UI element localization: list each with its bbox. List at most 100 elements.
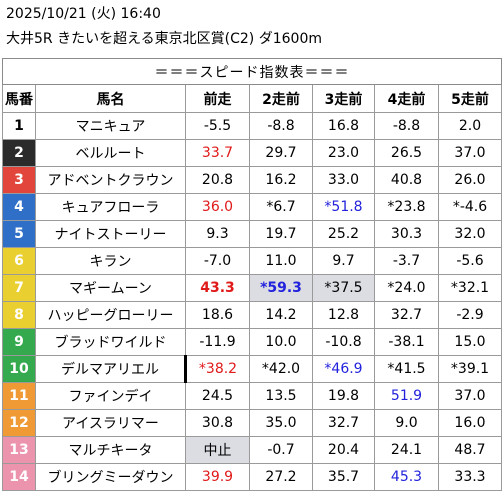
index-last: *38.2 [184, 355, 250, 383]
index-2nd: 19.7 [249, 220, 313, 248]
horse-number: 8 [2, 301, 36, 329]
table-row: 1 マニキュア -5.5 -8.8 16.8 -8.8 2.0 [2, 112, 502, 140]
index-2nd: *42.0 [249, 355, 313, 383]
index-4th: 24.1 [374, 436, 439, 464]
col-header-4th: 4走前 [374, 84, 439, 113]
index-last: 中止 [185, 436, 250, 464]
index-4th: *24.0 [374, 274, 439, 302]
table-banner-row: ＝＝＝スピード指数表＝＝＝ [2, 58, 502, 85]
index-5th: 26.0 [438, 166, 502, 194]
index-4th: -8.8 [374, 112, 439, 140]
horse-name: ブリングミーダウン [35, 463, 186, 491]
race-datetime: 2025/10/21 (火) 16:40 [6, 6, 161, 22]
index-last: 9.3 [185, 220, 250, 248]
table-row: 7 マギームーン 43.3 *59.3 *37.5 *24.0 *32.1 [2, 274, 502, 302]
index-5th: -2.9 [438, 301, 502, 329]
horse-name: ナイトストーリー [35, 220, 186, 248]
table-row: 2 ベルルート 33.7 29.7 23.0 26.5 37.0 [2, 139, 502, 167]
index-2nd: 16.2 [249, 166, 313, 194]
index-2nd: 27.2 [249, 463, 313, 491]
index-5th: 37.0 [438, 382, 502, 410]
horse-number: 13 [2, 436, 36, 464]
col-header-number: 馬番 [2, 84, 36, 113]
table-row: 6 キラン -7.0 11.0 9.7 -3.7 -5.6 [2, 247, 502, 275]
index-4th: 26.5 [374, 139, 439, 167]
index-last: -5.5 [185, 112, 250, 140]
index-5th: *32.1 [438, 274, 502, 302]
index-last: 33.7 [185, 139, 250, 167]
index-2nd: -0.7 [249, 436, 313, 464]
index-2nd: 29.7 [249, 139, 313, 167]
table-row: 10 デルマアリエル *38.2 *42.0 *46.9 *41.5 *39.1 [2, 355, 502, 383]
index-2nd: -8.8 [249, 112, 313, 140]
index-5th: 2.0 [438, 112, 502, 140]
horse-number: 11 [2, 382, 36, 410]
index-3rd: 25.2 [312, 220, 375, 248]
index-3rd: 23.0 [312, 139, 375, 167]
table-header-row: 馬番 馬名 前走 2走前 3走前 4走前 5走前 [2, 84, 502, 113]
index-3rd: 35.7 [312, 463, 375, 491]
index-4th: 32.7 [374, 301, 439, 329]
index-5th: *39.1 [438, 355, 502, 383]
index-last: 20.8 [185, 166, 250, 194]
col-header-5th: 5走前 [438, 84, 502, 113]
index-last: -7.0 [185, 247, 250, 275]
index-last: -11.9 [185, 328, 250, 356]
index-last: 43.3 [185, 274, 250, 302]
col-header-2nd: 2走前 [249, 84, 313, 113]
horse-number: 12 [2, 409, 36, 437]
index-3rd: 9.7 [312, 247, 375, 275]
table-row: 4 キュアフローラ 36.0 *6.7 *51.8 *23.8 *-4.6 [2, 193, 502, 221]
index-3rd: 12.8 [312, 301, 375, 329]
horse-name: デルマアリエル [35, 355, 186, 383]
horse-number: 6 [2, 247, 36, 275]
index-3rd: *37.5 [312, 274, 375, 302]
index-last: 36.0 [185, 193, 250, 221]
horse-name: ベルルート [35, 139, 186, 167]
index-3rd: *51.8 [312, 193, 375, 221]
horse-name: ハッピーグローリー [35, 301, 186, 329]
index-5th: 48.7 [438, 436, 502, 464]
horse-name: マニキュア [35, 112, 186, 140]
index-4th: 9.0 [374, 409, 439, 437]
index-4th: 40.8 [374, 166, 439, 194]
index-4th: -3.7 [374, 247, 439, 275]
table-row: 3 アドベントクラウン 20.8 16.2 33.0 40.8 26.0 [2, 166, 502, 194]
index-last: 24.5 [185, 382, 250, 410]
horse-number: 14 [2, 463, 36, 491]
horse-number: 3 [2, 166, 36, 194]
horse-name: アイスラリマー [35, 409, 186, 437]
index-5th: 32.0 [438, 220, 502, 248]
index-3rd: *46.9 [312, 355, 375, 383]
speed-index-table: ＝＝＝スピード指数表＝＝＝ 馬番 馬名 前走 2走前 3走前 4走前 5走前 1… [2, 58, 502, 491]
horse-number: 2 [2, 139, 36, 167]
index-3rd: 16.8 [312, 112, 375, 140]
table-row: 13 マルチキータ 中止 -0.7 20.4 24.1 48.7 [2, 436, 502, 464]
index-4th: 30.3 [374, 220, 439, 248]
horse-number: 4 [2, 193, 36, 221]
table-row: 9 ブラッドワイルド -11.9 10.0 -10.8 -38.1 15.0 [2, 328, 502, 356]
horse-name: ファインデイ [35, 382, 186, 410]
col-header-3rd: 3走前 [312, 84, 375, 113]
horse-number: 9 [2, 328, 36, 356]
index-5th: 33.3 [438, 463, 502, 491]
horse-name: マギームーン [35, 274, 186, 302]
index-2nd: 10.0 [249, 328, 313, 356]
index-3rd: -10.8 [312, 328, 375, 356]
horse-number: 7 [2, 274, 36, 302]
index-5th: 37.0 [438, 139, 502, 167]
horse-number: 10 [2, 355, 36, 383]
index-3rd: 32.7 [312, 409, 375, 437]
horse-number: 5 [2, 220, 36, 248]
index-last: 39.9 [185, 463, 250, 491]
index-4th: *41.5 [374, 355, 439, 383]
table-row: 5 ナイトストーリー 9.3 19.7 25.2 30.3 32.0 [2, 220, 502, 248]
col-header-name: 馬名 [35, 84, 186, 113]
index-2nd: *6.7 [249, 193, 313, 221]
horse-name: アドベントクラウン [35, 166, 186, 194]
index-4th: 51.9 [374, 382, 439, 410]
index-2nd: 11.0 [249, 247, 313, 275]
index-2nd: 13.5 [249, 382, 313, 410]
index-last: 30.8 [185, 409, 250, 437]
